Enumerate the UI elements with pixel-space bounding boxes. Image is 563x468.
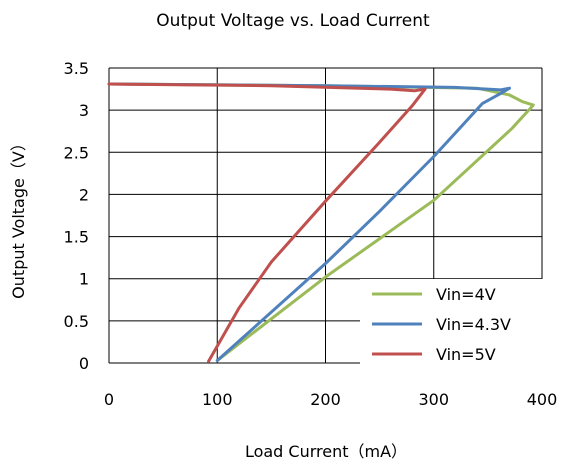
legend-label-1: Vin=4V: [436, 285, 496, 304]
y-tick-label: 2.5: [64, 143, 89, 162]
x-tick-label: 300: [418, 390, 449, 409]
x-tick-label: 100: [202, 390, 233, 409]
y-tick-label: 3.5: [64, 59, 89, 78]
series-line-3: [107, 82, 427, 363]
y-axis-label: Output Voltage（V）: [9, 135, 28, 299]
y-tick-label: 2: [79, 185, 89, 204]
x-tick-label: 200: [310, 390, 341, 409]
y-tick-label: 1: [79, 270, 89, 289]
y-tick-label: 3: [79, 101, 89, 120]
x-tick-label: 0: [104, 390, 114, 409]
legend-label-3: Vin=5V: [436, 345, 496, 364]
y-tick-label: 1.5: [64, 228, 89, 247]
series-lines: [107, 82, 535, 363]
x-tick-label: 400: [527, 390, 558, 409]
series-line-2: [107, 82, 511, 362]
chart-title: Output Voltage vs. Load Current: [156, 11, 430, 31]
x-axis-label: Load Current（mA）: [245, 442, 407, 461]
legend-label-2: Vin=4.3V: [436, 315, 511, 334]
y-tick-label: 0: [79, 354, 89, 373]
legend: Vin=4V Vin=4.3V Vin=5V: [360, 279, 545, 367]
y-tick-label: 0.5: [64, 312, 89, 331]
tick-labels: 0 0.5 1 1.5 2 2.5 3 3.5 0 100 200 300 400: [64, 59, 558, 409]
